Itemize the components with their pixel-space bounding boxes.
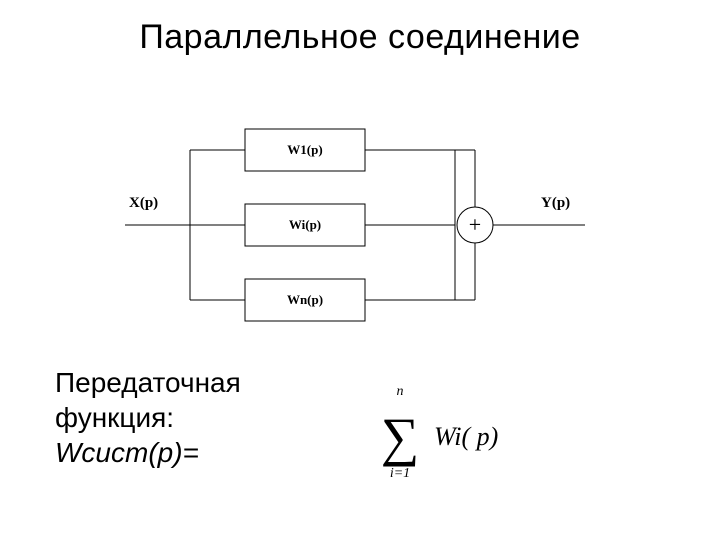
svg-text:i=1: i=1 bbox=[390, 466, 410, 481]
svg-text:W1(p): W1(p) bbox=[287, 142, 322, 157]
subtitle-line1: Передаточная bbox=[55, 367, 241, 398]
svg-text:Wn(p): Wn(p) bbox=[287, 292, 323, 307]
summation-formula: n ∑i=1 Wi( p) bbox=[350, 370, 610, 490]
block-diagram: X(p) W1(p) Wi(p) Wn(p) + Y(p) bbox=[115, 100, 605, 335]
svg-text:Wi(p): Wi(p) bbox=[289, 217, 321, 232]
subtitle-line2: функция: bbox=[55, 402, 174, 433]
page-title: Параллельное соединение bbox=[0, 18, 720, 57]
svg-text:Wi( p): Wi( p) bbox=[434, 422, 498, 451]
transfer-function-label: Wсист(p)= bbox=[55, 437, 199, 468]
svg-text:+: + bbox=[469, 212, 481, 237]
svg-text:∑: ∑ bbox=[381, 407, 420, 467]
subtitle: Передаточная функция: Wсист(p)= bbox=[55, 365, 241, 470]
svg-text:X(p): X(p) bbox=[129, 195, 158, 211]
svg-text:Y(p): Y(p) bbox=[541, 195, 570, 211]
svg-text:n: n bbox=[397, 384, 404, 399]
